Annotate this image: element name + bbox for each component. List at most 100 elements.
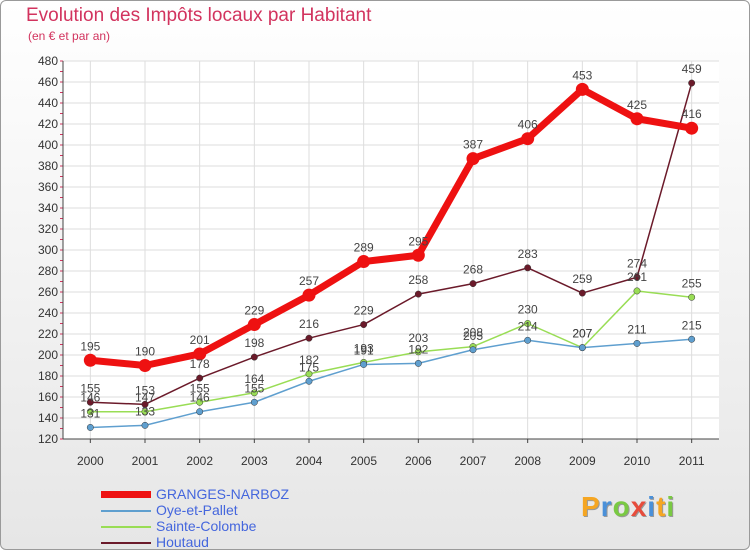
- data-label-sainte-colombe: 203: [408, 331, 428, 345]
- data-point-oye-et-pallet: [414, 359, 422, 367]
- legend-label-oye-et-pallet: Oye-et-Pallet: [156, 502, 238, 518]
- logo-letter: i: [647, 491, 657, 522]
- data-point-houtaud: [305, 334, 313, 342]
- legend-label-sainte-colombe: Sainte-Colombe: [156, 518, 257, 534]
- x-tick-label: 2007: [460, 454, 487, 468]
- data-point-oye-et-pallet: [196, 408, 204, 416]
- data-label-oye-et-pallet: 155: [244, 381, 264, 395]
- x-tick-label: 2000: [77, 454, 104, 468]
- data-point-houtaud: [524, 264, 532, 272]
- data-point-houtaud: [141, 400, 149, 408]
- data-label-oye-et-pallet: 131: [80, 406, 100, 420]
- data-label-oye-et-pallet: 205: [463, 329, 483, 343]
- data-label-houtaud: 216: [299, 317, 319, 331]
- data-label-houtaud: 283: [518, 247, 538, 261]
- data-point-houtaud: [688, 79, 696, 87]
- data-point-oye-et-pallet: [86, 424, 94, 431]
- data-point-sainte-colombe: [633, 287, 641, 295]
- data-point-sainte-colombe: [524, 320, 532, 327]
- chart-subtitle: (en € et par an): [28, 29, 111, 43]
- x-tick-label: 2006: [405, 454, 432, 468]
- y-tick-label: 380: [38, 159, 58, 173]
- data-label-oye-et-pallet: 191: [354, 343, 374, 357]
- data-point-sainte-colombe: [250, 389, 258, 397]
- data-point-houtaud: [86, 398, 94, 406]
- x-tick-label: 2009: [569, 454, 596, 468]
- y-tick-label: 280: [38, 264, 58, 278]
- legend-swatch-sainte-colombe: [101, 526, 151, 528]
- logo-letter: P: [581, 491, 601, 522]
- data-label-sainte-colombe: 230: [518, 303, 538, 317]
- legend-swatch-granges-narboz: [101, 491, 151, 498]
- data-label-houtaud: 459: [682, 62, 702, 76]
- data-label-oye-et-pallet: 192: [408, 342, 428, 356]
- data-label-granges-narboz: 425: [627, 98, 647, 112]
- proxiti-logo: Proxiti: [581, 491, 675, 523]
- y-tick-label: 200: [38, 348, 58, 362]
- data-label-sainte-colombe: 155: [190, 381, 210, 395]
- x-tick-label: 2002: [186, 454, 213, 468]
- data-label-houtaud: 153: [135, 383, 155, 397]
- series-line-granges-narboz: [89, 85, 693, 369]
- data-label-sainte-colombe: 182: [299, 353, 319, 367]
- series-line-oye-et-pallet: [90, 338, 692, 429]
- legend-swatch-oye-et-pallet: [101, 510, 151, 512]
- data-point-sainte-colombe: [688, 293, 696, 301]
- data-point-granges-narboz: [302, 288, 316, 302]
- data-label-granges-narboz: 295: [408, 234, 428, 248]
- y-tick-label: 160: [38, 390, 58, 404]
- data-point-oye-et-pallet: [578, 344, 586, 352]
- x-tick-label: 2004: [296, 454, 323, 468]
- data-label-granges-narboz: 406: [518, 118, 538, 132]
- data-point-oye-et-pallet: [688, 335, 696, 343]
- y-tick-label: 400: [38, 138, 58, 152]
- x-tick-label: 2010: [624, 454, 651, 468]
- logo-letter: t: [656, 491, 667, 522]
- data-point-sainte-colombe: [86, 408, 94, 416]
- data-point-oye-et-pallet: [250, 398, 258, 406]
- y-tick-label: 320: [38, 222, 58, 236]
- y-tick-label: 420: [38, 117, 58, 131]
- data-point-sainte-colombe: [414, 348, 422, 356]
- legend-label-houtaud: Houtaud: [156, 534, 209, 550]
- logo-letter: x: [630, 491, 648, 522]
- logo-letter: r: [600, 491, 613, 522]
- data-label-oye-et-pallet: 146: [190, 391, 210, 405]
- y-tick-label: 240: [38, 306, 58, 320]
- data-point-granges-narboz: [630, 112, 644, 126]
- data-point-oye-et-pallet: [524, 336, 532, 344]
- y-tick-label: 480: [38, 54, 58, 68]
- data-label-sainte-colombe: 193: [354, 341, 374, 355]
- data-point-granges-narboz: [466, 152, 480, 166]
- data-label-granges-narboz: 387: [463, 138, 483, 152]
- data-point-granges-narboz: [521, 132, 535, 146]
- legend-swatch-houtaud: [101, 542, 151, 544]
- data-label-houtaud: 259: [572, 272, 592, 286]
- data-label-granges-narboz: 453: [572, 68, 592, 82]
- data-point-granges-narboz: [247, 318, 261, 332]
- x-tick-label: 2005: [350, 454, 377, 468]
- logo-letter: o: [612, 491, 631, 522]
- data-label-houtaud: 229: [354, 304, 374, 318]
- y-tick-label: 140: [38, 411, 58, 425]
- y-tick-label: 300: [38, 243, 58, 257]
- data-label-houtaud: 155: [80, 381, 100, 395]
- data-label-sainte-colombe: 261: [627, 270, 647, 284]
- data-point-oye-et-pallet: [469, 346, 477, 354]
- data-point-granges-narboz: [575, 82, 589, 96]
- data-label-sainte-colombe: 208: [463, 326, 483, 340]
- data-point-oye-et-pallet: [360, 361, 368, 368]
- data-point-oye-et-pallet: [305, 377, 313, 385]
- data-label-granges-narboz: 416: [682, 107, 702, 121]
- data-point-houtaud: [633, 273, 641, 281]
- data-label-sainte-colombe: 147: [135, 391, 155, 405]
- data-label-houtaud: 274: [627, 256, 647, 270]
- data-label-sainte-colombe: 207: [572, 327, 592, 341]
- data-label-granges-narboz: 257: [299, 274, 319, 288]
- data-point-houtaud: [469, 280, 477, 288]
- x-tick-label: 2008: [514, 454, 541, 468]
- y-tick-label: 340: [38, 201, 58, 215]
- data-label-houtaud: 198: [244, 336, 264, 350]
- data-label-granges-narboz: 201: [190, 333, 210, 347]
